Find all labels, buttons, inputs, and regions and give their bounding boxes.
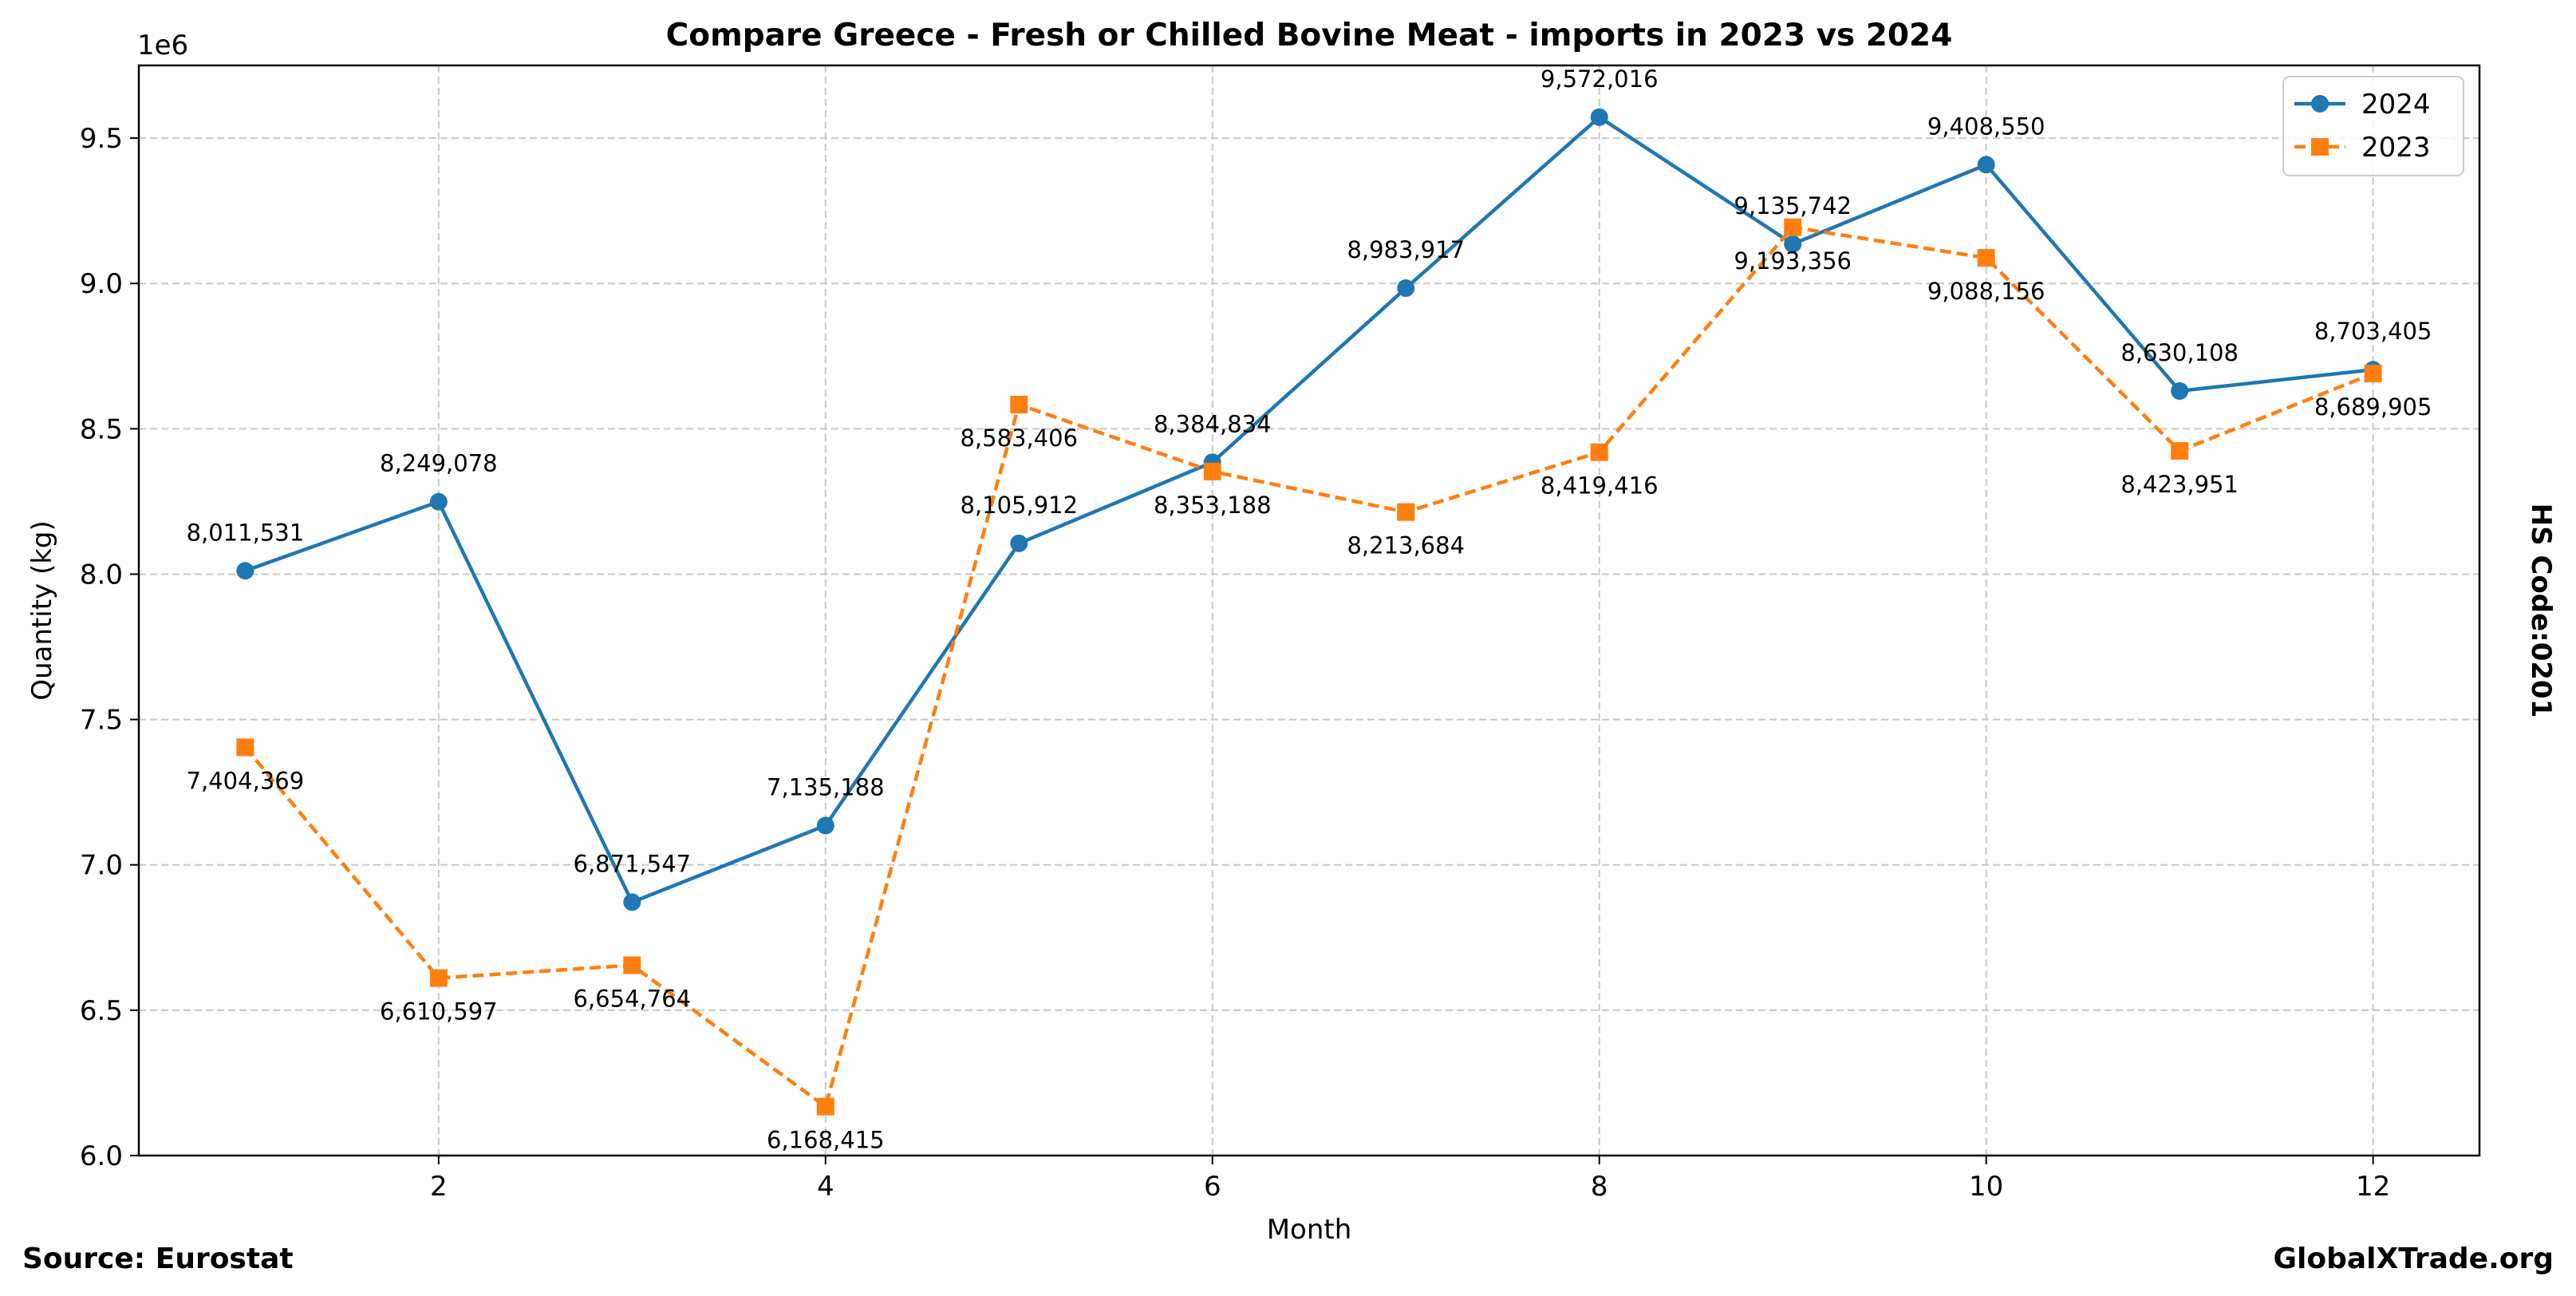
- x-tick-label: 2: [430, 1171, 448, 1203]
- data-label-2024: 8,011,531: [187, 519, 305, 546]
- data-point-2024: [1010, 534, 1028, 552]
- data-point-2023: [1203, 462, 1221, 480]
- y-tick-label: 8.0: [80, 559, 123, 591]
- data-point-2023: [2171, 442, 2189, 460]
- data-point-2024: [1977, 156, 1995, 174]
- data-label-2023: 8,353,188: [1154, 492, 1272, 519]
- data-label-2024: 9,135,742: [1734, 192, 1852, 219]
- legend-entry-2024: 2024: [2294, 89, 2431, 121]
- series-line-2024: [244, 115, 2373, 904]
- legend-marker-2024: [2311, 95, 2329, 113]
- data-label-2023: 9,088,156: [1927, 278, 2045, 305]
- data-label-2023: 9,193,356: [1734, 247, 1852, 275]
- y-axis-ticks: 6.0 6.5 7.0 7.5 8.0 8.5 9.0 9.5: [80, 123, 139, 1172]
- y-tick-label: 9.0: [80, 268, 123, 300]
- y-tick-label: 9.5: [80, 123, 123, 155]
- y-axis-label: Quantity (kg): [26, 520, 58, 701]
- y-tick-label: 6.0: [80, 1140, 123, 1172]
- data-label-2023: 8,419,416: [1540, 472, 1659, 500]
- plot-area-frame: [137, 64, 2481, 1157]
- data-point-2024: [1784, 235, 1802, 253]
- x-tick-label: 4: [817, 1171, 834, 1203]
- data-point-2024: [2171, 381, 2189, 400]
- x-tick-label: 12: [2356, 1171, 2390, 1203]
- legend-entry-2023: 2023: [2294, 132, 2431, 164]
- data-label-2024: 9,408,550: [1927, 113, 2045, 140]
- data-point-2023: [1010, 395, 1028, 413]
- x-tick-label: 10: [1969, 1171, 2003, 1203]
- y-tick-label: 6.5: [80, 995, 123, 1027]
- data-label-2024: 8,105,912: [960, 492, 1078, 519]
- data-point-2024: [1590, 108, 1608, 126]
- data-label-2023: 8,213,684: [1347, 532, 1465, 559]
- data-point-2023: [816, 1097, 834, 1116]
- series-group: [236, 108, 2382, 1116]
- data-point-2023: [1977, 249, 1995, 267]
- x-axis-label: Month: [1267, 1214, 1352, 1246]
- data-point-2024: [236, 562, 254, 580]
- data-label-2024: 8,983,917: [1347, 236, 1465, 263]
- data-label-2023: 8,689,905: [2314, 393, 2432, 421]
- data-point-2024: [1397, 279, 1415, 298]
- data-label-2024: 8,703,405: [2314, 318, 2432, 345]
- data-label-2024: 9,572,016: [1540, 65, 1659, 93]
- legend-label-2024: 2024: [2361, 89, 2431, 121]
- data-point-2023: [1784, 218, 1802, 236]
- data-point-2023: [236, 738, 254, 757]
- y-tick-label: 8.5: [80, 413, 123, 445]
- x-axis-ticks: 2 4 6 8 10 12: [430, 1156, 2390, 1203]
- legend-marker-2023: [2311, 138, 2329, 156]
- data-label-2024: 8,630,108: [2120, 339, 2239, 366]
- chart-title: Compare Greece - Fresh or Chilled Bovine…: [666, 18, 1953, 53]
- data-label-2023: 7,404,369: [187, 767, 305, 794]
- data-point-2024: [623, 893, 641, 911]
- data-label-2024: 6,871,547: [574, 851, 692, 878]
- series-line-2023: [243, 225, 2374, 1108]
- data-label-2023: 6,654,764: [574, 985, 692, 1012]
- data-point-2023: [429, 969, 448, 987]
- data-label-2023: 6,168,415: [767, 1127, 885, 1154]
- legend-label-2023: 2023: [2361, 132, 2431, 164]
- data-label-2023: 6,610,597: [380, 998, 498, 1025]
- x-tick-label: 6: [1204, 1171, 1221, 1203]
- data-point-2023: [1397, 503, 1415, 521]
- x-tick-label: 8: [1591, 1171, 1608, 1203]
- y-tick-label: 7.5: [80, 705, 123, 737]
- y-offset-label: 1e6: [137, 30, 188, 61]
- data-point-2023: [2364, 365, 2382, 383]
- source-footer: Source: Eurostat: [22, 1243, 294, 1275]
- data-point-2023: [1590, 443, 1608, 461]
- legend: 2024 2023: [2282, 76, 2464, 176]
- y-tick-label: 7.0: [80, 850, 123, 882]
- hs-code-label: HS Code:0201: [2525, 504, 2557, 718]
- data-labels: 8,011,531 8,249,078 6,871,547 7,135,188 8,10…: [187, 65, 2432, 1154]
- data-label-2023: 8,583,406: [960, 425, 1078, 452]
- data-label-2024: 8,384,834: [1154, 410, 1272, 437]
- brand-footer: GlobalXTrade.org: [2273, 1243, 2554, 1275]
- data-label-2024: 8,249,078: [380, 450, 498, 477]
- data-point-2023: [623, 956, 641, 974]
- data-point-2024: [429, 492, 448, 511]
- data-point-2024: [816, 816, 834, 835]
- data-label-2023: 8,423,951: [2120, 471, 2239, 498]
- data-label-2024: 7,135,188: [767, 773, 885, 800]
